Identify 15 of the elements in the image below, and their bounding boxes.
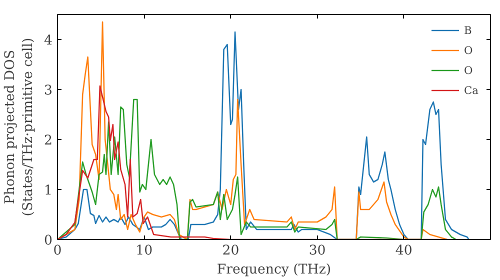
x-tick-label: 10 xyxy=(136,244,153,258)
y-tick-label: 1 xyxy=(44,184,53,198)
y-axis-title: Phonon projected DOS (States/THz·primitive cell) xyxy=(3,38,36,216)
x-tick-label: 30 xyxy=(308,244,326,258)
y-tick-label: 3 xyxy=(44,84,53,98)
legend-label: O xyxy=(464,44,474,56)
x-tick-label: 40 xyxy=(395,244,412,258)
x-tick-label: 20 xyxy=(222,244,240,258)
legend-label: O xyxy=(464,64,474,76)
legend-label: B xyxy=(464,24,473,36)
x-axis-title: Frequency (THz) xyxy=(216,262,332,278)
y-tick-label: 4 xyxy=(44,34,53,48)
y-tick-label: 0 xyxy=(44,234,53,248)
legend-label: Ca xyxy=(464,84,480,96)
y-tick-label: 2 xyxy=(44,134,53,148)
